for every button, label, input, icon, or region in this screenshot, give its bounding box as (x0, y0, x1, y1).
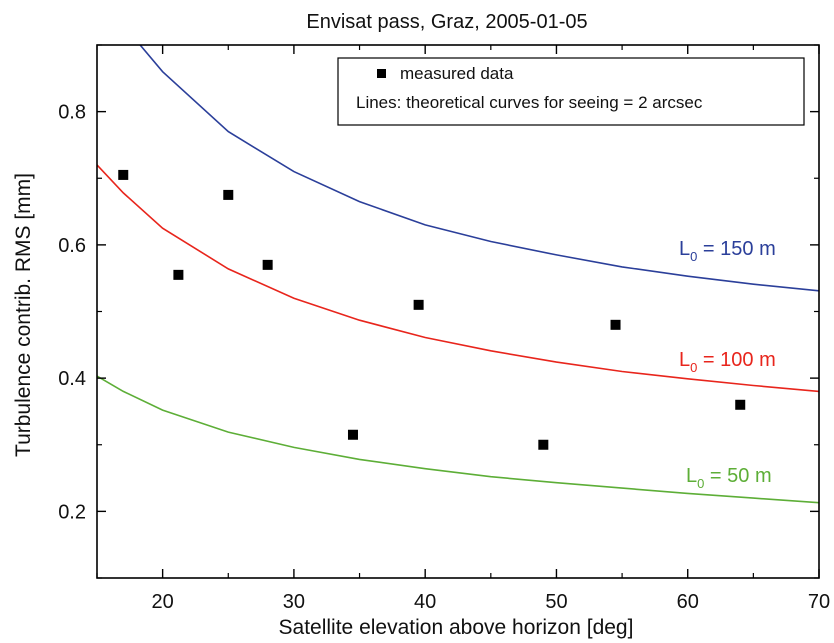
label-subscript: 0 (690, 249, 697, 264)
legend-marker (377, 69, 386, 78)
x-tick-label: 50 (545, 591, 567, 613)
chart-title: Envisat pass, Graz, 2005-01-05 (306, 11, 587, 33)
label-rest: = 50 m (704, 465, 771, 487)
plot-area: L0 = 150 mL0 = 100 mL0 = 50 m (97, 45, 819, 504)
label-main: L (679, 349, 690, 371)
curve-l0-100m (97, 164, 819, 393)
data-point (223, 189, 234, 200)
data-point (118, 169, 129, 180)
label-rest: = 150 m (697, 238, 775, 260)
data-point (735, 399, 746, 410)
y-tick-label: 0.8 (58, 102, 86, 124)
curve-l0-150m (139, 45, 819, 292)
curve-l0-100m-label: L0 = 100 m (679, 349, 776, 375)
legend-box (337, 57, 805, 126)
x-tick-label: 70 (808, 591, 830, 613)
y-tick-label: 0.4 (58, 368, 86, 390)
data-point (413, 299, 424, 310)
label-main: L (679, 238, 690, 260)
data-point (538, 439, 549, 450)
x-axis-label: Satellite elevation above horizon [deg] (279, 616, 634, 639)
legend-entry: measured data (400, 64, 514, 83)
data-point (610, 319, 621, 330)
data-point (173, 269, 184, 280)
label-subscript: 0 (697, 476, 704, 491)
y-tick-label: 0.6 (58, 235, 86, 257)
x-tick-label: 20 (152, 591, 174, 613)
axes: 20 30 40 50 60 70 0.2 0.4 0.6 0.8 (58, 44, 830, 613)
legend: measured data Lines: theoretical curves … (356, 64, 703, 112)
curve-l0-50m-label: L0 = 50 m (686, 465, 772, 491)
legend-note: Lines: theoretical curves for seeing = 2… (356, 93, 703, 112)
data-point (262, 259, 273, 270)
x-tick-label: 60 (677, 591, 699, 613)
label-main: L (686, 465, 697, 487)
x-tick-label: 30 (283, 591, 305, 613)
y-tick-label: 0.2 (58, 501, 86, 523)
label-subscript: 0 (690, 360, 697, 375)
label-rest: = 100 m (697, 349, 775, 371)
curve-l0-150m-label: L0 = 150 m (679, 238, 776, 264)
x-tick-label: 40 (414, 591, 436, 613)
data-point (347, 429, 358, 440)
curve-l0-50m (97, 375, 819, 504)
y-axis-label: Turbulence contrib. RMS [mm] (12, 173, 35, 457)
